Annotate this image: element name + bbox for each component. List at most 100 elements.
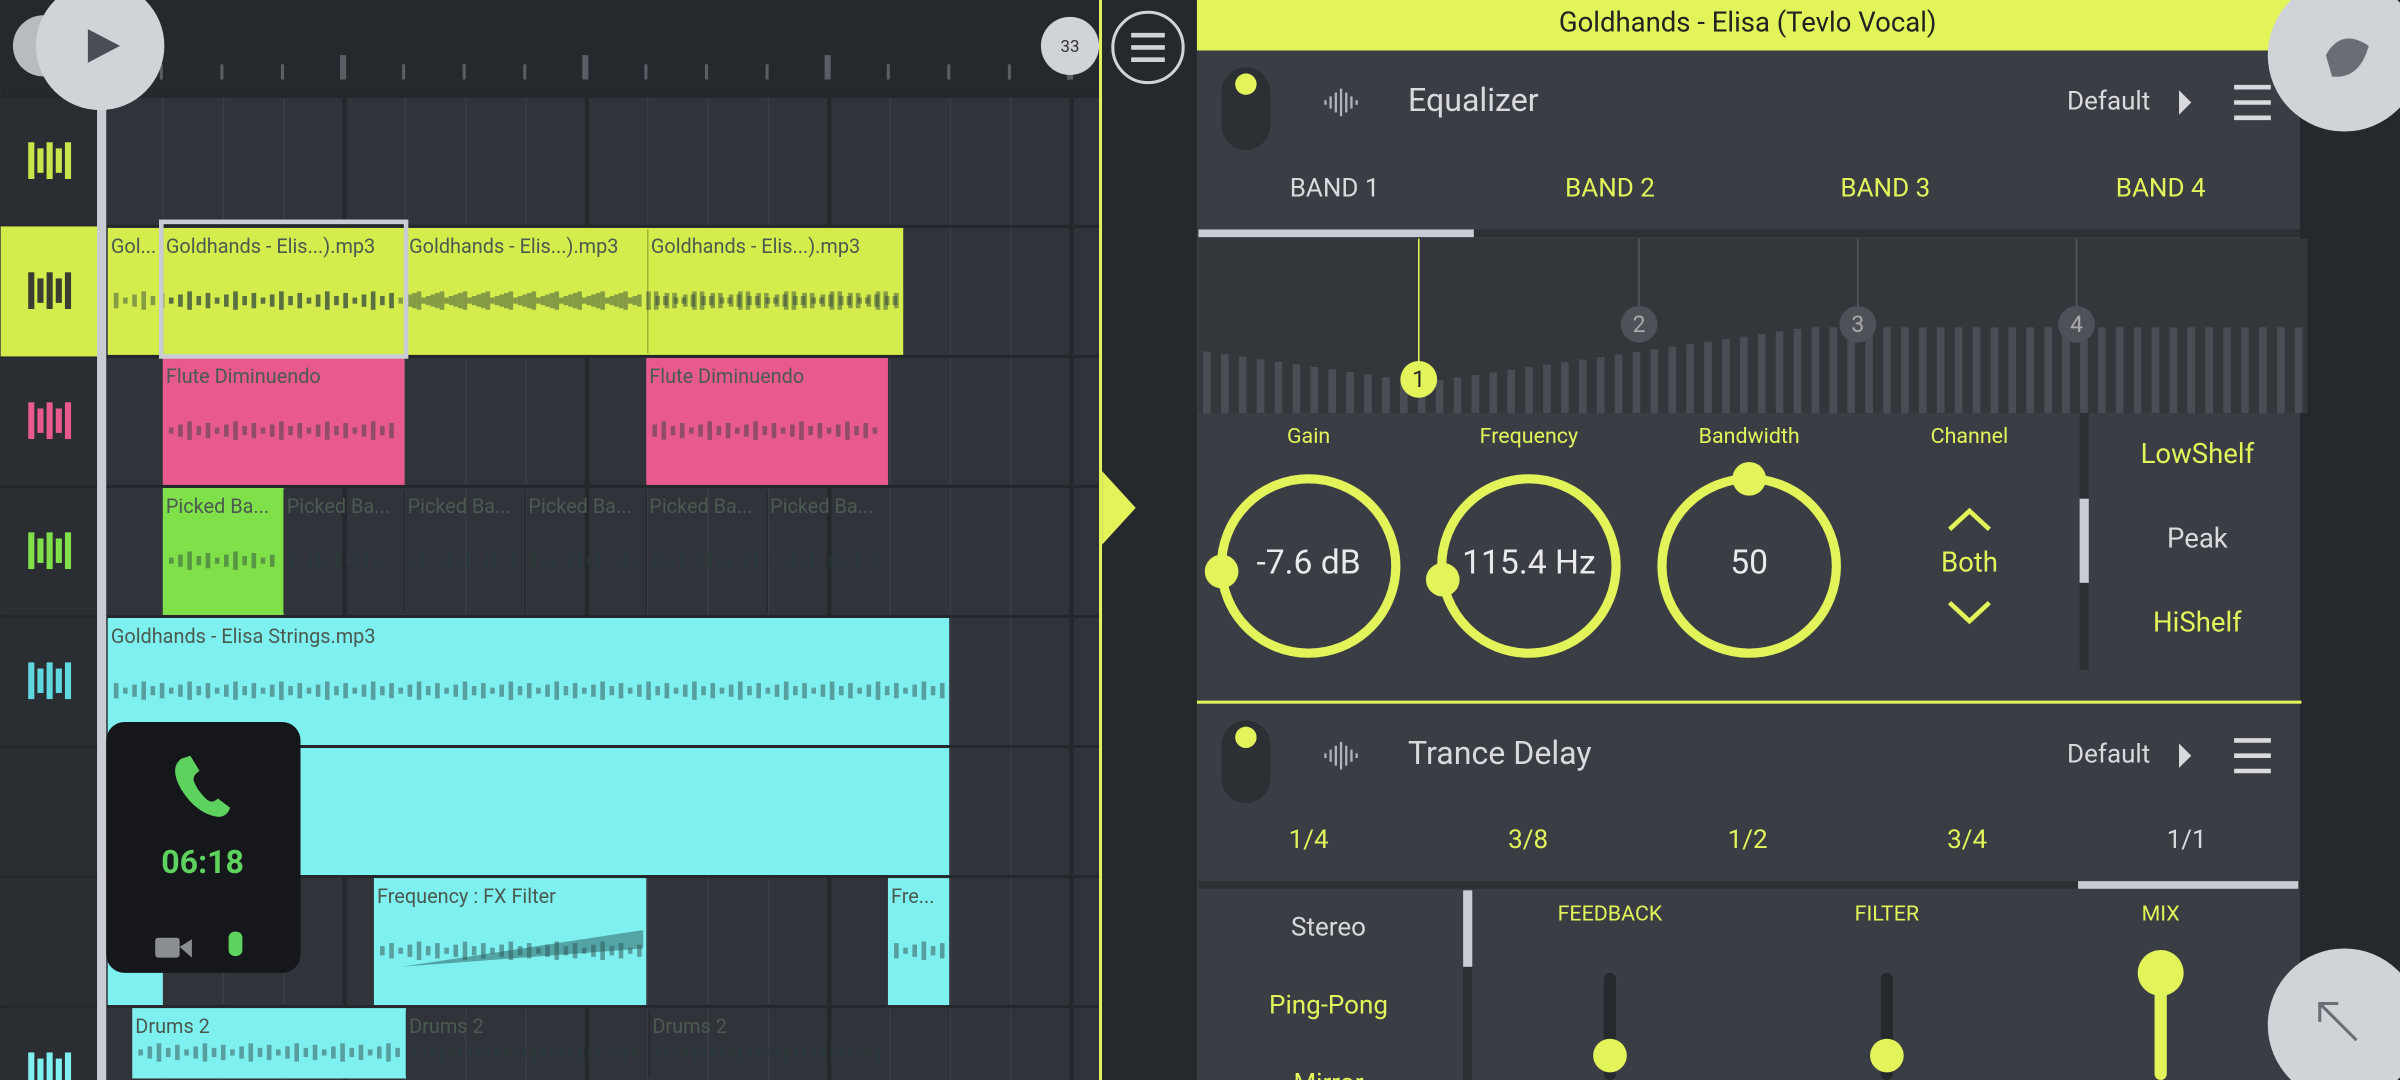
clip-wave	[793, 1047, 798, 1058]
preset-name[interactable]: Default	[2067, 740, 2150, 770]
clip-wave	[343, 683, 348, 699]
clip-wave	[421, 1049, 426, 1056]
delay-mode[interactable]: Ping-Pong	[1269, 990, 1388, 1020]
slider-handle[interactable]	[1870, 1038, 1904, 1073]
clip-wave	[380, 686, 385, 696]
clip-wave	[848, 1044, 853, 1061]
delay-time[interactable]: 3/8	[1508, 825, 1548, 855]
eq-bar	[1561, 362, 1569, 414]
clip-wave	[476, 294, 482, 307]
band-tab[interactable]: BAND 1	[1290, 174, 1380, 204]
clip-wave	[637, 684, 642, 697]
video-icon[interactable]	[155, 937, 180, 958]
clip-wave	[793, 686, 798, 696]
band-marker[interactable]	[1839, 305, 1877, 343]
clip-wave	[242, 426, 247, 436]
band-marker[interactable]	[2058, 305, 2095, 343]
filter-shape[interactable]: Peak	[2167, 521, 2228, 554]
clip-wave	[315, 424, 321, 437]
delay-time[interactable]: 1/4	[1289, 825, 1329, 855]
clip-wave	[289, 553, 295, 569]
filter-shape[interactable]: LowShelf	[2141, 437, 2255, 470]
clip-wave	[681, 297, 687, 304]
clip-wave	[260, 687, 266, 694]
preset-arrow[interactable]	[2179, 743, 2192, 768]
clip[interactable]	[162, 487, 284, 615]
slider-label: MIX	[2142, 901, 2180, 926]
clip-wave	[809, 292, 815, 309]
slider-handle[interactable]	[2137, 949, 2184, 996]
clip-wave	[184, 1049, 189, 1056]
band-marker[interactable]	[1620, 305, 1658, 343]
band-tab[interactable]: BAND 3	[1840, 174, 1930, 204]
clip-wave	[178, 424, 183, 437]
preset-arrow[interactable]	[2179, 90, 2192, 115]
clip-wave	[508, 291, 514, 310]
clip-wave	[829, 1043, 835, 1062]
band-tab[interactable]: BAND 4	[2116, 174, 2206, 204]
clip-wave	[774, 684, 780, 697]
clip-wave	[793, 296, 798, 306]
clip-wave	[682, 294, 688, 307]
clip-wave	[745, 291, 751, 310]
menu-button[interactable]	[1111, 10, 1185, 85]
eq-bar	[1722, 339, 1730, 414]
delay-time[interactable]: 3/4	[1947, 825, 1987, 855]
clip-wave	[549, 1044, 555, 1061]
clip-wave	[407, 294, 413, 307]
clip-wave	[334, 296, 339, 306]
preset-name[interactable]: Default	[2067, 86, 2150, 116]
clip-wave	[288, 296, 293, 306]
clip-wave	[494, 296, 500, 306]
clip-wave	[738, 291, 743, 310]
clip-wave	[481, 292, 486, 309]
clip-wave	[604, 557, 610, 564]
clip-wave	[444, 687, 449, 694]
delay-time[interactable]: 1/2	[1728, 825, 1768, 855]
channel-down[interactable]	[1948, 601, 1991, 625]
delay-mode[interactable]: Mirror	[1293, 1068, 1363, 1080]
clip[interactable]	[887, 878, 950, 1006]
clip-wave	[857, 1049, 862, 1056]
clip-label: Goldhands - Elis...).mp3	[651, 235, 860, 258]
band-marker[interactable]	[1400, 361, 1438, 398]
toggle[interactable]	[1221, 67, 1271, 150]
eq-bar	[2205, 327, 2213, 414]
clip-wave	[738, 681, 743, 700]
clip[interactable]	[162, 357, 405, 485]
clip[interactable]	[646, 357, 888, 485]
clip[interactable]	[132, 1008, 407, 1079]
track-icon	[37, 408, 44, 433]
toggle[interactable]	[1221, 720, 1271, 804]
channel-up[interactable]	[1948, 507, 1991, 531]
band-tab[interactable]: BAND 2	[1565, 174, 1655, 204]
clip-wave	[595, 1044, 601, 1061]
slider-track	[2154, 972, 2167, 1080]
filter-shape[interactable]: HiShelf	[2153, 605, 2242, 638]
expand-button[interactable]	[2267, 948, 2400, 1080]
clip-wave	[453, 294, 459, 307]
band-marker-label: 3	[1851, 311, 1864, 338]
band-underline	[1198, 229, 2300, 238]
clip[interactable]	[107, 227, 904, 355]
clip-wave	[682, 1046, 688, 1059]
bar-number-bg	[1040, 16, 1100, 75]
slider-handle[interactable]	[1593, 1038, 1627, 1073]
clip-wave	[214, 297, 220, 304]
clip-wave	[430, 1046, 436, 1059]
clip-wave	[266, 1044, 272, 1061]
clip-wave	[828, 554, 833, 567]
eq-bar	[2259, 327, 2267, 414]
clip-wave	[903, 947, 908, 954]
mic-icon[interactable]	[228, 931, 243, 957]
delay-mode[interactable]: Stereo	[1291, 912, 1366, 942]
call-widget[interactable]	[106, 722, 301, 973]
clip-wave	[591, 294, 596, 307]
clip-wave	[866, 684, 872, 697]
clip-wave	[854, 426, 859, 436]
clip-wave	[698, 554, 703, 567]
clip-wave	[196, 296, 202, 306]
clip-wave	[595, 292, 601, 309]
delay-time[interactable]: 1/1	[2167, 825, 2207, 855]
clip-wave	[233, 291, 238, 310]
